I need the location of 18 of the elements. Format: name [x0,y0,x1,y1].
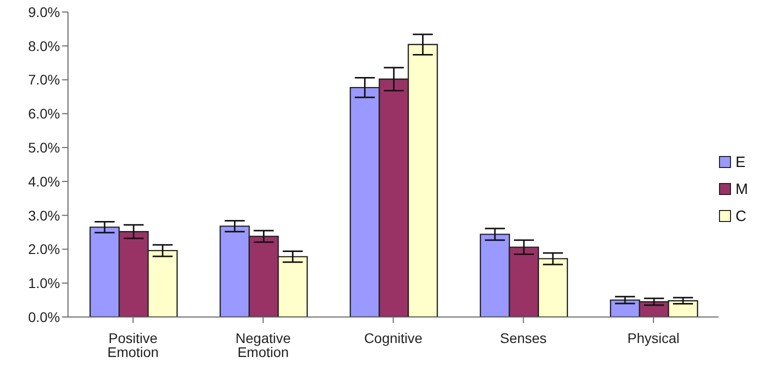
y-tick-label: 3.0% [28,207,60,224]
y-tick-label: 2.0% [28,241,60,258]
y-tick-label: 6.0% [28,106,60,122]
x-tick-label: Physical [627,330,680,346]
y-tick-label: 7.0% [28,72,60,88]
y-tick-label: 9.0% [28,4,60,20]
y-tick-label: 1.0% [28,275,60,292]
x-tick-label: Senses [500,330,547,346]
legend-label: M [736,180,748,198]
y-tick-label: 8.0% [28,38,60,54]
y-tick-label: 4.0% [28,173,60,190]
x-tick-label: Cognitive [364,330,423,346]
legend-label: E [736,154,746,170]
x-tick-label: Positive Emotion [107,330,159,360]
legend-label: C [736,208,746,224]
x-tick-label: Negative Emotion [236,330,291,360]
y-tick-label: 0.0% [28,308,60,325]
y-tick-label: 5.0% [28,140,60,156]
